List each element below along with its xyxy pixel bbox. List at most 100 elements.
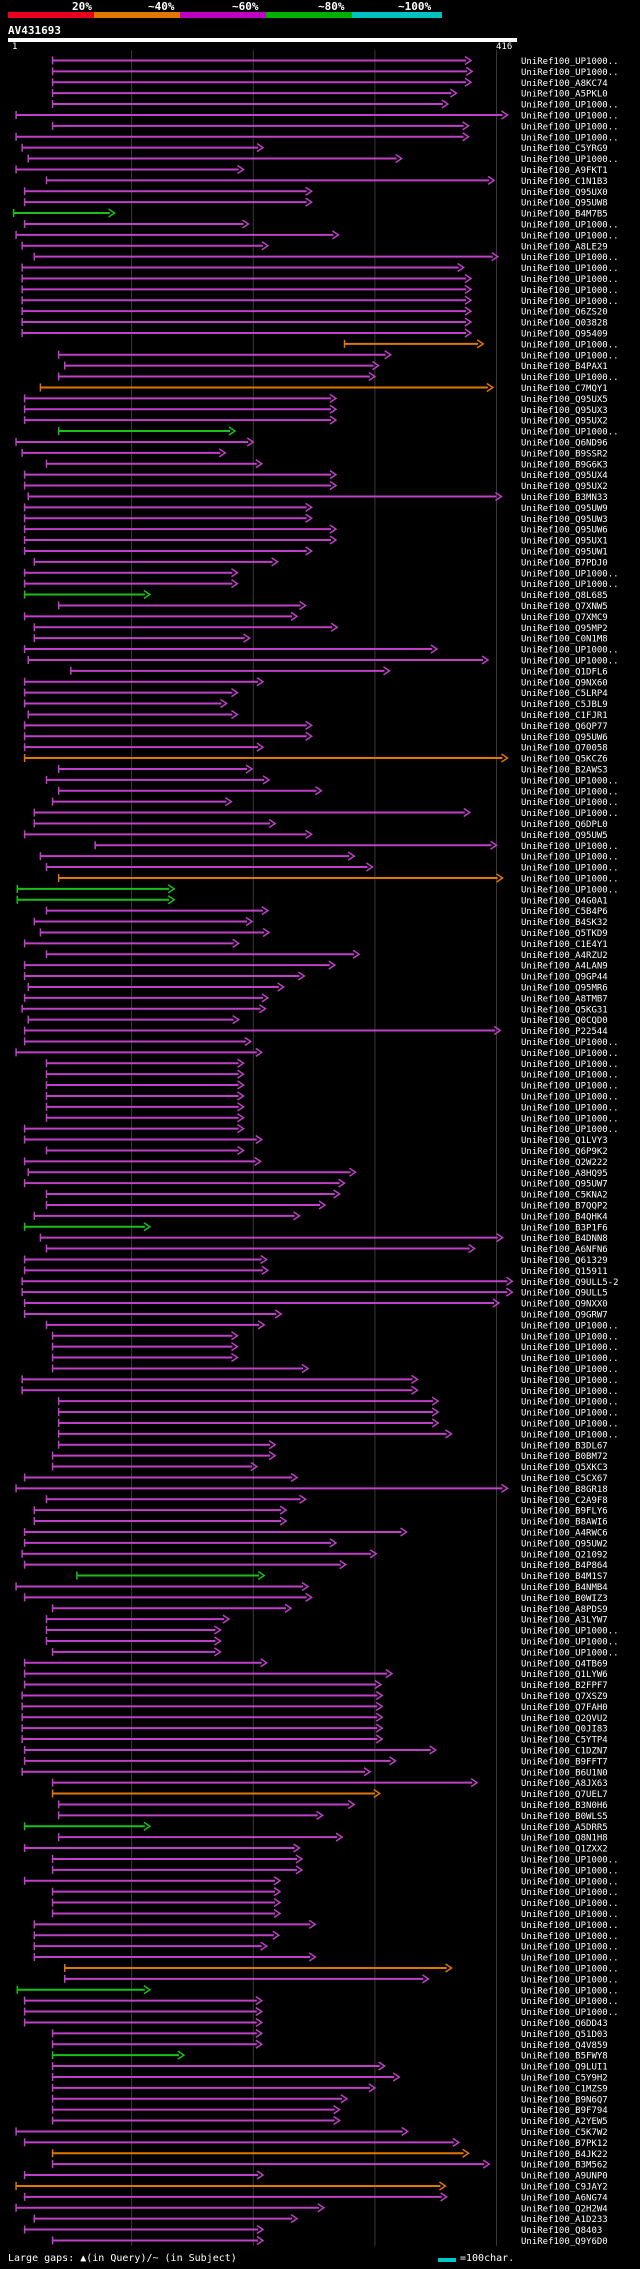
hit-arrow (256, 2235, 265, 2246)
hit-row: UniRef100_UP1000.. (33, 252, 619, 263)
hit-arrow (496, 1233, 504, 1243)
hit-label: UniRef100_Q51D03 (521, 2030, 608, 2040)
hit-row: UniRef100_UP1000.. (57, 873, 619, 884)
hit-label: UniRef100_UP1000.. (521, 1321, 619, 1331)
hit-label: UniRef100_Q9ULL5 (521, 1289, 608, 1299)
hit-label: UniRef100_B4P864 (521, 1561, 608, 1571)
hit-arrow (329, 393, 338, 403)
hit-label: UniRef100_B3N0H6 (521, 1801, 608, 1811)
hit-arrow (486, 382, 495, 393)
hit-arrow (505, 1287, 514, 1297)
hit-arrow (375, 1690, 384, 1701)
hit-arrow (331, 230, 340, 240)
hit-row: UniRef100_Q4V859 (51, 2039, 608, 2051)
hit-row: UniRef100_UP1000.. (33, 1941, 619, 1953)
hit-rows: UniRef100_UP1000..UniRef100_UP1000..UniR… (12, 55, 619, 2247)
hit-label: UniRef100_A8JX63 (521, 1779, 608, 1789)
hit-arrow (372, 361, 380, 371)
hit-label: UniRef100_C1FJR1 (521, 711, 608, 721)
hit-arrow (255, 2028, 264, 2038)
hit-row: UniRef100_Q6DPL0 (33, 818, 608, 830)
hit-arrow (256, 742, 265, 752)
hit-label: UniRef100_UP1000.. (521, 1964, 619, 1974)
hit-arrow (214, 1625, 222, 1635)
hit-row: UniRef100_B4PAX1 (63, 361, 608, 372)
hit-label: UniRef100_UP1000.. (521, 1343, 619, 1353)
hit-arrow (260, 1941, 269, 1951)
hit-label: UniRef100_Q4TB69 (521, 1659, 608, 1669)
hit-arrow (305, 197, 314, 207)
hit-row: UniRef100_C5K7W2 (15, 2126, 608, 2138)
hit-row: UniRef100_UP1000.. (45, 862, 619, 874)
hit-row: UniRef100_A6NFN6 (45, 1243, 608, 1255)
hit-arrow (274, 1309, 283, 1319)
hit-arrow (108, 208, 116, 218)
hit-label: UniRef100_UP1000.. (521, 809, 619, 819)
hit-arrow (333, 1189, 341, 1199)
ruler-start-label: 1 (12, 42, 18, 52)
hit-arrow (232, 938, 241, 948)
hit-label: UniRef100_UP1000.. (521, 853, 619, 863)
hit-arrow (369, 1549, 378, 1559)
hit-label: UniRef100_UP1000.. (521, 1899, 619, 1909)
hit-arrow (389, 1756, 397, 1766)
hit-arrow (261, 993, 270, 1003)
hit-label: UniRef100_UP1000.. (521, 155, 619, 165)
hit-row: UniRef100_B4NMB4 (15, 1581, 608, 1593)
hit-arrow (272, 1930, 281, 1940)
hit-arrow (231, 1331, 239, 1341)
hit-row: UniRef100_B3MN33 (27, 491, 608, 503)
hit-label: UniRef100_UP1000.. (521, 297, 619, 307)
hit-label: UniRef100_UP1000.. (521, 1430, 619, 1440)
hit-label: UniRef100_UP1000.. (521, 580, 619, 590)
hit-label: UniRef100_Q95UX3 (521, 406, 608, 416)
hit-arrow (260, 1658, 269, 1668)
hit-row: UniRef100_Q95UX5 (23, 393, 608, 405)
hit-row: UniRef100_Q21092 (21, 1549, 608, 1560)
hit-label: UniRef100_B3DL67 (521, 1441, 608, 1451)
hit-row: UniRef100_Q0CQD0 (27, 1015, 608, 1026)
hit-arrow (301, 1363, 310, 1374)
hit-arrow (328, 960, 337, 970)
hit-label: UniRef100_UP1000.. (521, 1419, 619, 1429)
hit-row: UniRef100_UP1000.. (33, 807, 619, 819)
hit-arrow (462, 2148, 470, 2158)
hit-label: UniRef100_C5B4P6 (521, 907, 608, 917)
hit-arrow (305, 829, 314, 839)
hit-row: UniRef100_B6U1N0 (21, 1767, 608, 1778)
hit-arrow (224, 797, 233, 807)
hit-row: UniRef100_UP1000.. (51, 1854, 619, 1865)
hit-row: UniRef100_UP1000.. (33, 1930, 619, 1942)
hit-label: UniRef100_Q9Y6D0 (521, 2237, 608, 2247)
hit-row: UniRef100_B3P1F6 (23, 1222, 608, 1233)
hit-arrow (295, 1854, 304, 1864)
hit-arrow (305, 731, 314, 741)
hit-row: UniRef100_Q95UW7 (23, 1178, 608, 1190)
hit-row: UniRef100_Q6P9K2 (45, 1145, 608, 1157)
hit-label: UniRef100_C5KNA2 (521, 1191, 608, 1201)
hit-label: UniRef100_C0N1M8 (521, 635, 608, 645)
hit-label: UniRef100_Q70058 (521, 744, 608, 754)
hit-row: UniRef100_Q9GP44 (23, 971, 608, 983)
hit-arrow (231, 688, 239, 698)
hit-row: UniRef100_Q15911 (23, 1265, 608, 1277)
hit-row: UniRef100_UP1000.. (51, 1342, 619, 1353)
hit-arrow (494, 491, 503, 502)
hit-row: UniRef100_UP1000.. (23, 2006, 619, 2018)
hit-arrow (245, 916, 254, 927)
hit-row: UniRef100_UP1000.. (45, 1625, 619, 1637)
hit-arrow (277, 982, 286, 992)
hit-label: UniRef100_UP1000.. (521, 569, 619, 579)
hit-arrow (305, 513, 314, 523)
hit-row: UniRef100_A5PKL0 (51, 88, 608, 100)
hit-label: UniRef100_B9FLY6 (521, 1507, 608, 1517)
hit-arrow (340, 2094, 349, 2104)
hit-arrow (143, 1222, 152, 1232)
hit-arrow (262, 775, 271, 785)
hit-arrow (255, 459, 264, 469)
hit-row: UniRef100_UP1000.. (23, 1036, 619, 1048)
hit-row: UniRef100_B4DNN8 (39, 1233, 608, 1244)
hit-arrow (271, 557, 279, 567)
hit-label: UniRef100_B4DNN8 (521, 1234, 608, 1244)
